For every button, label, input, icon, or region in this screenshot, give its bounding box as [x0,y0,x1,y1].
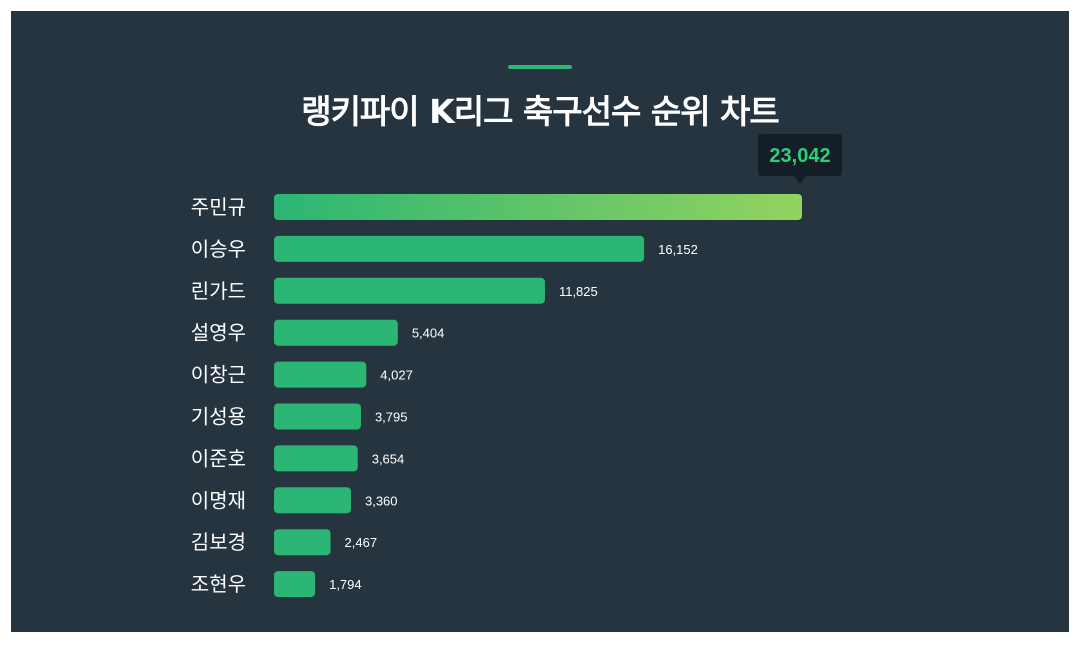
value-label: 16,152 [658,242,698,257]
value-label: 23,042 [769,145,830,167]
chart-title: 랭키파이 K리그 축구선수 순위 차트 [301,92,780,131]
category-label: 이명재 [191,488,246,512]
value-label: 11,825 [559,284,598,299]
bar [274,445,358,472]
category-label: 이승우 [191,237,246,261]
bar [274,319,398,346]
top-value-tooltip: 23,042 [758,134,842,184]
category-label: 기성용 [191,405,246,429]
category-label: 이준호 [191,446,246,470]
value-label: 2,467 [345,535,378,550]
category-label: 조현우 [191,572,246,596]
category-label: 린가드 [191,279,246,303]
value-label: 4,027 [380,368,413,383]
category-label: 설영우 [191,321,246,345]
bar [274,361,367,388]
tooltip-pointer [794,176,806,184]
bar [274,487,351,514]
value-label: 3,795 [375,410,408,425]
value-label: 3,360 [365,493,398,508]
category-label: 김보경 [191,530,246,554]
title-accent-line [508,65,572,69]
value-label: 1,794 [329,577,362,592]
bar [274,277,545,304]
value-label: 5,404 [412,326,445,341]
bar [274,571,316,598]
value-label: 3,654 [372,451,405,466]
category-label: 이창근 [191,363,246,387]
bar [274,529,331,556]
bar-chart: 주민규 23,042 이승우 16,152 린가드 11,825 설영우 5,404 이창근 4,… [191,134,842,598]
category-label: 주민규 [191,195,246,219]
bar [274,403,361,430]
chart-panel: 랭키파이 K리그 축구선수 순위 차트 주민규 23,042 이승우 16,152 린가… [11,11,1069,632]
bar [274,235,645,262]
tooltip-box [758,134,842,176]
bar [274,194,802,220]
